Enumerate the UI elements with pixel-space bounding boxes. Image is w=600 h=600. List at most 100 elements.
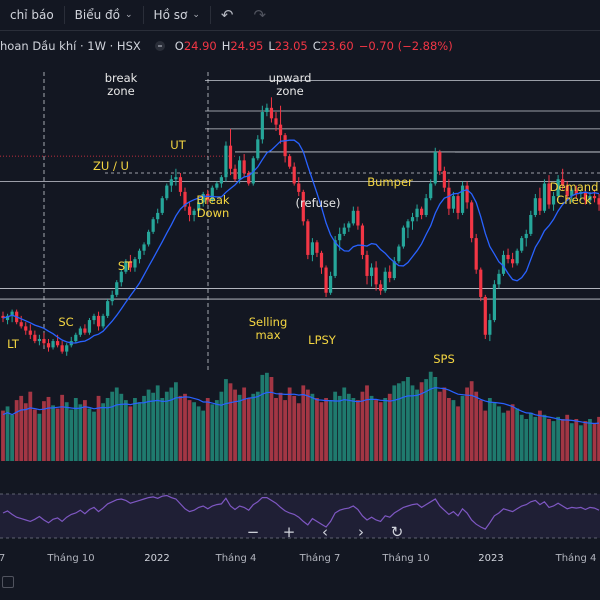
volume-bar xyxy=(92,411,96,461)
volume-bar xyxy=(233,389,237,461)
candle-body xyxy=(269,107,274,119)
volume-bar xyxy=(542,414,547,461)
volume-bar xyxy=(214,400,219,461)
candle-body xyxy=(338,233,342,241)
candle-body xyxy=(224,145,228,178)
reset-icon: ↻ xyxy=(390,523,404,541)
candle-body xyxy=(165,185,169,199)
volume-bar xyxy=(392,385,397,461)
redo-button[interactable]: ↷ xyxy=(243,0,276,30)
candle-body xyxy=(492,284,496,321)
candle-body xyxy=(511,259,515,264)
market-status-icon[interactable] xyxy=(154,41,165,51)
candle-body xyxy=(329,275,333,293)
candle-body xyxy=(388,271,392,279)
candle-body xyxy=(474,238,478,270)
volume-bar xyxy=(37,413,42,461)
zoom-out-button[interactable]: − xyxy=(240,522,266,542)
price-chart[interactable] xyxy=(0,0,600,548)
reset-chart-button[interactable]: ↻ xyxy=(384,522,410,542)
volume-bar xyxy=(383,398,388,461)
candle-body xyxy=(178,177,183,192)
volume-bar xyxy=(469,381,474,461)
candle-body xyxy=(342,227,346,234)
change-value: −0.70 (−2.88%) xyxy=(358,39,453,53)
candle-body xyxy=(306,221,310,255)
toolbar-divider xyxy=(142,6,144,24)
candle-body xyxy=(592,196,597,199)
low-key: L xyxy=(268,39,275,53)
volume-bar xyxy=(528,412,533,461)
candle-body xyxy=(379,284,383,291)
candle-body xyxy=(228,145,233,169)
volume-bar xyxy=(1,410,5,461)
volume-bar xyxy=(114,387,119,461)
indicators-button[interactable]: chỉ báo xyxy=(0,0,64,30)
volume-bar xyxy=(333,391,338,461)
volume-bar xyxy=(465,387,469,461)
candle-body xyxy=(133,259,137,268)
candle-body xyxy=(283,135,287,157)
high-key: H xyxy=(221,39,231,53)
volume-bar xyxy=(242,387,247,461)
axis-settings-icon[interactable] xyxy=(2,576,14,588)
x-tick-label: Tháng 10 xyxy=(47,553,95,564)
volume-bar xyxy=(155,385,160,461)
candle-body xyxy=(347,223,351,228)
candle-body xyxy=(197,202,201,211)
undo-button[interactable]: ↶ xyxy=(211,0,244,30)
volume-bar xyxy=(328,400,333,461)
volume-bar xyxy=(87,408,92,461)
volume-bar xyxy=(296,403,301,461)
annotation-sps: SPS xyxy=(433,352,455,366)
volume-bar xyxy=(23,403,28,461)
candle-body xyxy=(410,217,415,222)
annotation-break-zone: break zone xyxy=(104,71,138,98)
candle-body xyxy=(115,282,119,295)
volume-bar xyxy=(123,400,128,461)
profile-menu-label: Hồ sơ xyxy=(153,8,188,22)
volume-bar xyxy=(356,400,360,461)
volume-bar xyxy=(64,402,69,461)
volume-bar xyxy=(506,410,510,461)
scroll-left-button[interactable]: ‹ xyxy=(312,522,338,542)
volume-bar xyxy=(274,398,278,461)
candle-body xyxy=(547,183,551,205)
candle-body xyxy=(483,296,487,335)
candle-body xyxy=(1,315,5,318)
candle-body xyxy=(470,202,474,239)
volume-bar xyxy=(174,382,178,461)
chart-menu-button[interactable]: Biểu đồ ⌄ xyxy=(65,0,143,30)
volume-bar xyxy=(419,382,424,461)
candle-body xyxy=(137,250,142,260)
scroll-right-button[interactable]: › xyxy=(348,522,374,542)
candle-body xyxy=(56,341,60,346)
candle-body xyxy=(183,191,187,207)
candle-body xyxy=(529,215,533,234)
undo-icon: ↶ xyxy=(220,6,234,24)
candle-body xyxy=(242,160,246,173)
candle-body xyxy=(574,189,578,194)
volume-bar xyxy=(292,395,297,461)
candle-body xyxy=(588,196,592,201)
annotation-lt: LT xyxy=(7,337,19,351)
time-axis[interactable]: 7 Tháng 10 2022 Tháng 4 Tháng 7 Tháng 10… xyxy=(0,548,600,570)
candle-body xyxy=(87,320,92,333)
candle-body xyxy=(92,315,96,321)
support-resistance-lines xyxy=(0,80,600,300)
volume-bar xyxy=(515,408,520,461)
candle-body xyxy=(256,139,260,159)
open-key: O xyxy=(174,39,184,53)
volume-bar xyxy=(46,396,51,461)
candle-body xyxy=(124,261,128,272)
candle-body xyxy=(333,240,337,276)
symbol-title[interactable]: hoan Dầu khí · 1W · HSX xyxy=(0,39,141,53)
candle-body xyxy=(192,210,196,215)
volume-bar xyxy=(415,389,419,461)
zoom-in-button[interactable]: + xyxy=(276,522,302,542)
annotation-bumper: Bumper xyxy=(367,175,413,189)
candle-body xyxy=(5,315,10,321)
volume-bar xyxy=(255,391,260,461)
profile-menu-button[interactable]: Hồ sơ ⌄ xyxy=(144,0,210,30)
volume-bar xyxy=(560,419,565,461)
